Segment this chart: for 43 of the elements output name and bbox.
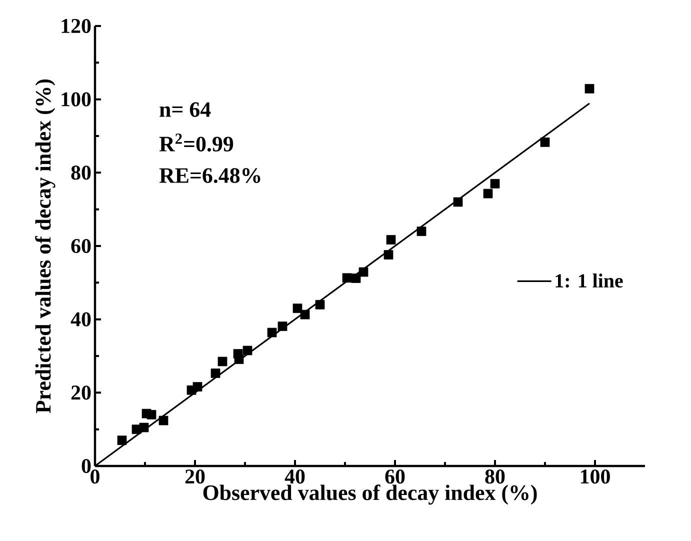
point <box>158 416 168 426</box>
y-tick-label: 0 <box>82 458 91 474</box>
x-axis-title: Observed values of decay index (%) <box>203 484 537 505</box>
point <box>139 422 149 432</box>
point <box>584 84 594 94</box>
annotation: R$^{2}$=0.99 <box>159 134 234 152</box>
point <box>146 410 156 420</box>
point <box>267 328 277 338</box>
point <box>351 274 361 283</box>
point <box>453 197 463 207</box>
y-tick-label: 60 <box>71 238 91 254</box>
x-tick-label: 100 <box>580 470 610 484</box>
y-axis-title: Predicted values of decay index (%) <box>35 79 56 414</box>
point <box>292 304 302 314</box>
point <box>540 138 550 147</box>
point <box>192 382 202 392</box>
annotation: n= 64 <box>160 102 211 117</box>
point <box>315 300 325 310</box>
x-tick-label: 60 <box>385 470 405 484</box>
x-tick-label: 20 <box>185 470 205 484</box>
y-tick-label: 20 <box>71 386 91 400</box>
point <box>342 273 352 283</box>
y-tick-label: 120 <box>62 18 91 34</box>
point <box>386 235 396 244</box>
point <box>483 188 493 198</box>
y-tick-label: 40 <box>70 312 91 326</box>
legend-label: 1: 1 line <box>556 274 623 288</box>
annotation: RE=6.48% <box>159 168 260 184</box>
point <box>490 178 500 188</box>
x-tick-label: 40 <box>284 470 305 484</box>
y-tick-label: 100 <box>62 92 91 106</box>
point <box>358 267 368 277</box>
point <box>416 226 426 236</box>
point <box>234 354 244 364</box>
y-tick-label: 80 <box>71 166 91 180</box>
point <box>117 436 127 446</box>
point <box>300 310 310 320</box>
point <box>218 356 228 366</box>
point <box>278 322 288 331</box>
point <box>242 346 252 356</box>
point <box>384 250 394 260</box>
point <box>210 368 220 378</box>
x-tick-label: 80 <box>485 470 505 484</box>
